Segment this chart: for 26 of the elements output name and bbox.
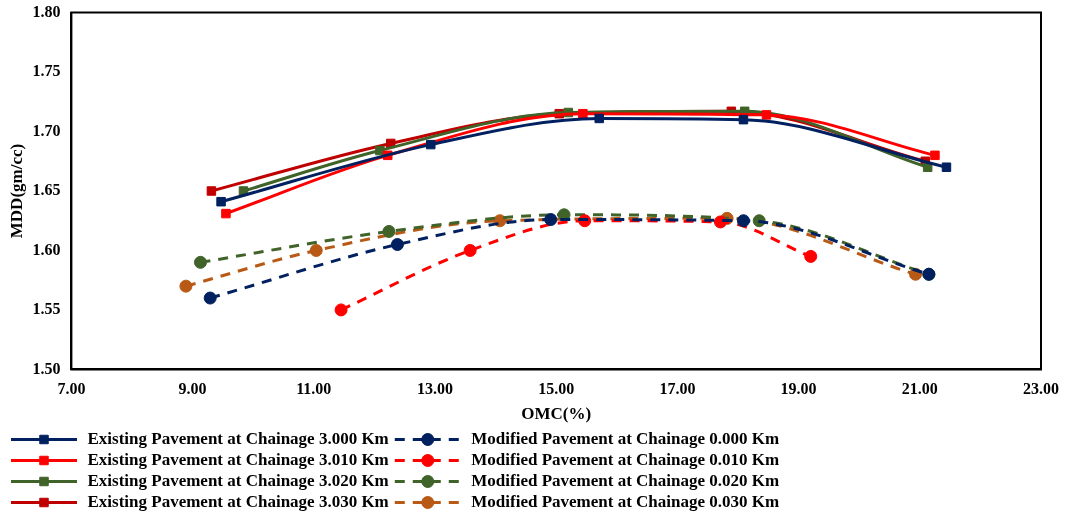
legend-label: Modified Pavement at Chainage 0.030 Km bbox=[471, 491, 780, 511]
x-tick-label: 17.00 bbox=[659, 380, 696, 398]
y-tick-label: 1.55 bbox=[32, 300, 61, 318]
legend-label: Existing Pavement at Chainage 3.030 Km bbox=[87, 491, 389, 511]
legend-label: Existing Pavement at Chainage 3.010 Km bbox=[87, 449, 389, 469]
y-tick-label: 1.50 bbox=[32, 359, 61, 377]
y-tick-label: 1.65 bbox=[32, 181, 61, 199]
legend-label: Modified Pavement at Chainage 0.000 Km bbox=[471, 428, 780, 448]
y-tick-label: 1.70 bbox=[32, 121, 61, 139]
x-tick-label: 19.00 bbox=[780, 380, 817, 398]
legend-label: Existing Pavement at Chainage 3.020 Km bbox=[87, 470, 389, 490]
y-tick-label: 1.75 bbox=[32, 62, 61, 80]
x-tick-label: 21.00 bbox=[901, 380, 938, 398]
x-tick-label: 23.00 bbox=[1023, 380, 1059, 398]
y-axis-title: MDD(gm/cc) bbox=[6, 143, 26, 239]
x-axis-title: OMC(%) bbox=[521, 404, 592, 424]
x-tick-label: 9.00 bbox=[178, 380, 207, 398]
x-tick-label: 11.00 bbox=[296, 380, 332, 398]
legend-label: Existing Pavement at Chainage 3.000 Km bbox=[87, 428, 389, 448]
x-tick-label: 13.00 bbox=[417, 380, 453, 398]
legend-label: Modified Pavement at Chainage 0.010 Km bbox=[471, 449, 780, 469]
legend-label: Modified Pavement at Chainage 0.020 Km bbox=[471, 470, 780, 490]
x-tick-label: 15.00 bbox=[538, 380, 575, 398]
y-tick-label: 1.80 bbox=[32, 2, 61, 20]
y-tick-label: 1.60 bbox=[32, 240, 61, 258]
x-tick-label: 7.00 bbox=[57, 380, 86, 398]
